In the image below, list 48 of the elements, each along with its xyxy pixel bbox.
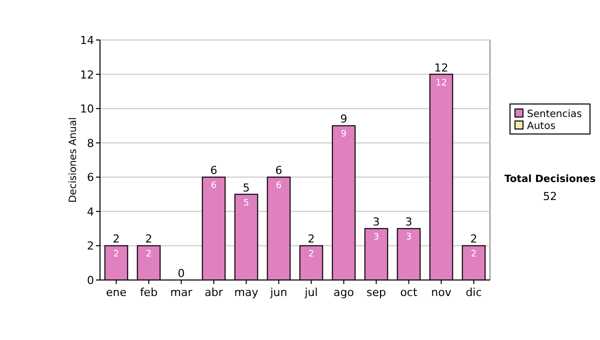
data-label: 2 xyxy=(146,250,152,260)
y-axis-title: Decisiones Anual xyxy=(68,117,79,203)
y-tick-label: 2 xyxy=(87,240,94,253)
y-tick-label: 4 xyxy=(87,205,94,218)
data-label: 2 xyxy=(308,250,314,260)
x-tick-label: ago xyxy=(334,286,354,299)
x-tick-label: mar xyxy=(170,286,193,299)
data-label: 5 xyxy=(243,198,250,208)
total-label: 2 xyxy=(308,232,315,246)
x-tick-label: abr xyxy=(204,286,224,299)
x-tick-label: feb xyxy=(140,286,158,299)
total-label: 2 xyxy=(112,232,120,246)
y-tick-label: 0 xyxy=(87,274,94,287)
data-label: 2 xyxy=(113,250,120,260)
total-label: 2 xyxy=(145,232,152,246)
data-label: 6 xyxy=(210,181,217,192)
data-label: 3 xyxy=(373,232,380,243)
total-label: 6 xyxy=(210,164,218,178)
total-label: 3 xyxy=(372,216,380,229)
text: Total Decisiones xyxy=(504,174,596,185)
data-label: 6 xyxy=(276,181,282,192)
x-tick-label: ene xyxy=(106,286,127,299)
total-label: 9 xyxy=(340,112,348,126)
x-tick-label: may xyxy=(234,286,259,299)
total-label: 6 xyxy=(275,164,282,178)
total-label: 12 xyxy=(434,61,448,74)
total-label: 2 xyxy=(470,232,478,246)
text: 52 xyxy=(543,190,557,203)
data-label: 2 xyxy=(470,250,477,260)
x-tick-label: oct xyxy=(400,286,418,299)
y-tick-label: 6 xyxy=(87,171,94,184)
y-tick-label: 14 xyxy=(80,34,94,47)
total-label: 5 xyxy=(242,181,250,194)
legend-label: Autos xyxy=(527,121,556,132)
data-label: 12 xyxy=(436,78,447,88)
x-tick-label: sep xyxy=(366,286,386,299)
data-label: 9 xyxy=(340,130,347,140)
x-tick-label: jul xyxy=(304,286,318,299)
data-label: 3 xyxy=(406,232,412,243)
x-tick-label: jun xyxy=(269,286,288,299)
legend-label: Sentencias xyxy=(527,109,582,120)
y-tick-label: 10 xyxy=(80,102,94,116)
y-tick-label: 12 xyxy=(80,68,94,82)
total-label: 0 xyxy=(178,267,185,280)
total-label: 3 xyxy=(405,216,412,229)
x-tick-label: dic xyxy=(466,286,482,299)
x-tick-label: nov xyxy=(431,286,452,299)
y-tick-label: 8 xyxy=(87,136,94,150)
